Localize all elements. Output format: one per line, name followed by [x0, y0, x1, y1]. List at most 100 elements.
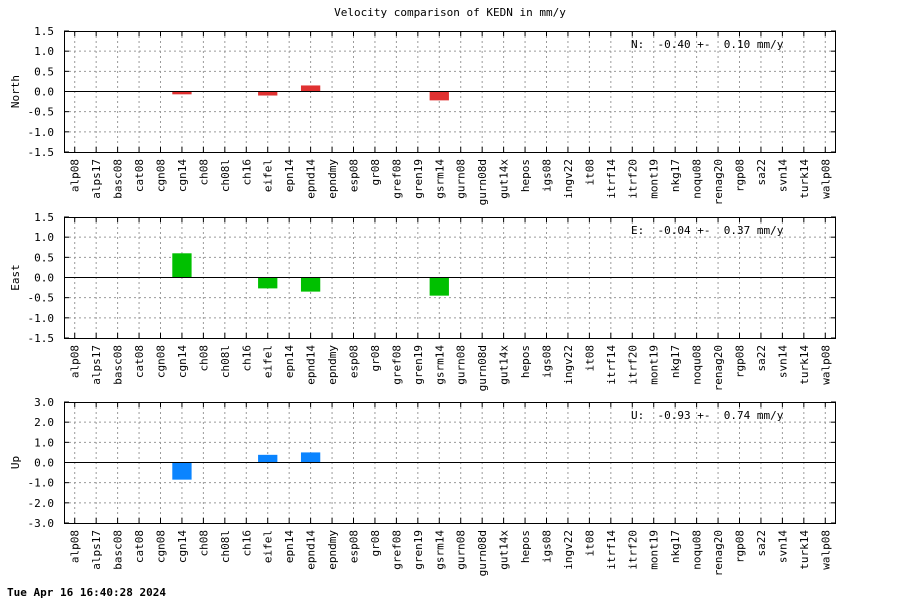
east-annotation: E: -0.04 +- 0.37 mm/y: [631, 224, 784, 237]
east-ytick-label: -1.5: [28, 332, 55, 345]
north-bar-cgn14: [172, 91, 192, 95]
north-xtick-label-gref08: gref08: [390, 159, 403, 199]
up-ytick-label: 3.0: [34, 396, 54, 409]
east-bar-eifel: [258, 277, 278, 289]
north-bar-epnd14: [300, 85, 321, 92]
east-xtick-label-gr08: gr08: [369, 345, 382, 372]
east-xtick-label-eifel: eifel: [262, 345, 275, 378]
east-xtick-label-svn14: svn14: [776, 345, 789, 378]
north-xtick-label-gren19: gren19: [412, 159, 425, 199]
east-xtick-label-noqu08: noqu08: [691, 345, 704, 385]
north-xtick-label-renag20: renag20: [712, 159, 725, 205]
up-xtick-label-ch16: ch16: [240, 530, 253, 557]
north-xtick-label-eifel: eifel: [262, 159, 275, 192]
north-ytick-label: -0.5: [28, 106, 55, 119]
north-xtick-label-epnd14: epnd14: [305, 159, 318, 199]
up-ytick-label: 2.0: [34, 416, 54, 429]
up-ytick-label: 1.0: [34, 436, 54, 449]
east-xtick-label-nkg17: nkg17: [669, 345, 682, 378]
north-panel: -1.5 -1.0 -0.5 0.0 0.5 1.0 1.5 alp08 alps17 basc0…: [9, 25, 836, 205]
east-panel: -1.5 -1.0 -0.5 0.0 0.5 1.0 1.5 alp08 alps17 basc0…: [9, 211, 836, 391]
north-ytick-label: 0.5: [34, 65, 54, 78]
north-xtick-label-cat08: cat08: [133, 159, 146, 192]
east-xtick-label-cgn14: cgn14: [176, 345, 189, 378]
up-xtick-label-gren19: gren19: [412, 530, 425, 570]
up-ytick-label: -3.0: [28, 517, 55, 530]
north-xtick-label-gr08: gr08: [369, 159, 382, 186]
east-bar-cgn14: [172, 253, 192, 278]
up-xtick-label-epnd14: epnd14: [305, 530, 318, 570]
up-xtick-label-alp08: alp08: [69, 530, 82, 563]
up-xtick-label-itrf14: itrf14: [605, 530, 618, 570]
north-xtick-label-itrf14: itrf14: [605, 159, 618, 199]
east-xtick-label-it08: it08: [583, 345, 596, 372]
up-xtick-label-cat08: cat08: [133, 530, 146, 563]
east-xtick-label-ch08: ch08: [197, 345, 210, 372]
east-xtick-label-gurn08d: gurn08d: [476, 345, 489, 391]
east-xtick-label-renag20: renag20: [712, 345, 725, 391]
north-ytick-label: 1.0: [34, 45, 54, 58]
up-xtick-label-epn14: epn14: [283, 530, 296, 563]
east-xtick-label-ch16: ch16: [240, 345, 253, 372]
up-panel: -3.0 -2.0 -1.0 0.0 1.0 2.0 3.0 alp08 alps17 basc0…: [9, 396, 836, 576]
up-xtick-label-mont19: mont19: [648, 530, 661, 570]
up-bar-eifel: [258, 454, 278, 463]
up-xtick-label-hepos: hepos: [519, 530, 532, 563]
north-xtick-label-turk14: turk14: [798, 159, 811, 199]
east-xtick-label-gut14x: gut14x: [498, 345, 511, 385]
east-xtick-label-gren19: gren19: [412, 345, 425, 385]
up-bar-epnd14: [300, 452, 321, 463]
east-xtick-label-epnd14: epnd14: [305, 345, 318, 385]
east-xtick-label-basc08: basc08: [112, 345, 125, 385]
north-xtick-label-ingv22: ingv22: [562, 159, 575, 199]
north-xtick-label-nkg17: nkg17: [669, 159, 682, 192]
north-ytick-label: -1.5: [28, 146, 55, 159]
up-xtick-label-esp08: esp08: [348, 530, 361, 563]
east-xtick-label-ch08l: ch08l: [219, 345, 232, 378]
north-xtick-label-gut14x: gut14x: [498, 159, 511, 199]
up-xtick-label-eifel: eifel: [262, 530, 275, 563]
east-ytick-label: -1.0: [28, 312, 55, 325]
north-xtick-label-epndmy: epndmy: [326, 159, 339, 199]
up-xtick-label-renag20: renag20: [712, 530, 725, 576]
east-ytick-label: 1.5: [34, 211, 54, 224]
east-xtick-label-mont19: mont19: [648, 345, 661, 385]
north-ytick-label: -1.0: [28, 126, 55, 139]
east-ytick-label: 1.0: [34, 231, 54, 244]
east-xtick-label-epn14: epn14: [283, 345, 296, 378]
east-xtick-label-walp08: walp08: [819, 345, 832, 385]
east-bar-gsrm14: [429, 277, 449, 296]
east-xtick-label-epndmy: epndmy: [326, 345, 339, 385]
page-title: Velocity comparison of KEDN in mm/y: [334, 6, 566, 19]
up-xtick-label-turk14: turk14: [798, 530, 811, 570]
east-bar-epnd14: [300, 277, 321, 292]
north-xtick-label-hepos: hepos: [519, 159, 532, 192]
north-ytick-label: 0.0: [34, 86, 54, 99]
east-ytick-label: -0.5: [28, 292, 55, 305]
up-bar-cgn14: [172, 462, 192, 480]
east-ytick-label: 0.0: [34, 272, 54, 285]
up-xtick-label-ch08l: ch08l: [219, 530, 232, 563]
up-xtick-label-gurn08d: gurn08d: [476, 530, 489, 576]
north-xtick-label-alp08: alp08: [69, 159, 82, 192]
north-xtick-label-sa22: sa22: [755, 159, 768, 186]
north-xtick-label-ch08: ch08: [197, 159, 210, 186]
up-xtick-label-gref08: gref08: [390, 530, 403, 570]
north-xtick-label-gsrm14: gsrm14: [433, 159, 446, 199]
north-xtick-label-esp08: esp08: [348, 159, 361, 192]
east-xtick-label-esp08: esp08: [348, 345, 361, 378]
east-xtick-label-gsrm14: gsrm14: [433, 345, 446, 385]
north-xtick-label-it08: it08: [583, 159, 596, 186]
north-xtick-label-igs08: igs08: [541, 159, 554, 192]
up-xtick-label-rgp08: rgp08: [734, 530, 747, 563]
north-xtick-label-rgp08: rgp08: [734, 159, 747, 192]
east-xtick-label-cat08: cat08: [133, 345, 146, 378]
north-ylabel: North: [9, 75, 22, 108]
east-ylabel: East: [9, 264, 22, 291]
north-xtick-label-itrf20: itrf20: [626, 159, 639, 199]
timestamp: Tue Apr 16 16:40:28 2024: [7, 586, 166, 599]
east-xtick-label-cgn08: cgn08: [155, 345, 168, 378]
up-ytick-label: -2.0: [28, 497, 55, 510]
north-xtick-label-basc08: basc08: [112, 159, 125, 199]
